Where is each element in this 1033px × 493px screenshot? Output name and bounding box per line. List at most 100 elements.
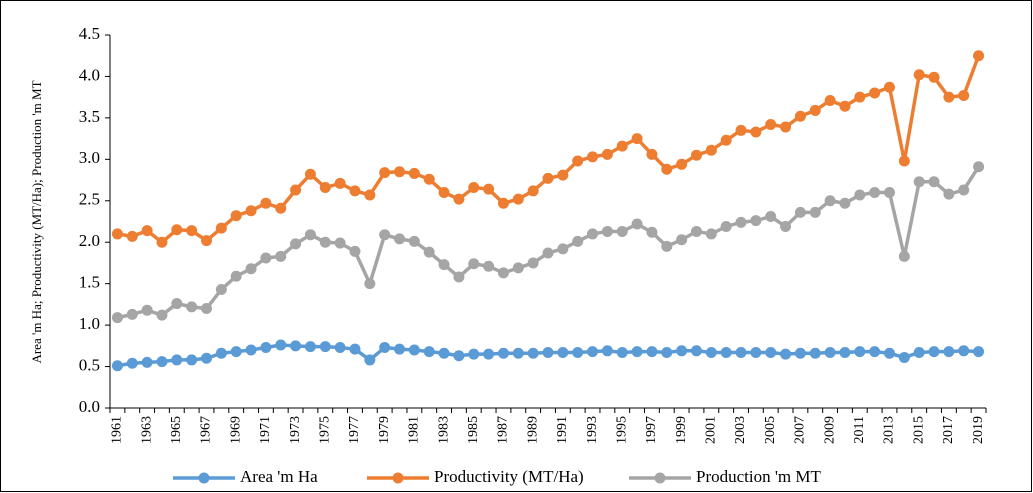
point <box>616 225 628 237</box>
point <box>883 186 895 198</box>
point <box>497 197 509 209</box>
point <box>304 229 316 241</box>
point <box>290 184 302 196</box>
point <box>497 267 509 279</box>
point <box>587 346 599 358</box>
point <box>780 121 792 133</box>
point <box>408 235 420 247</box>
point <box>245 263 257 275</box>
legend-label: Production 'm MT <box>696 467 822 486</box>
point <box>379 341 391 353</box>
y-tick-label: 3.5 <box>79 107 100 126</box>
point <box>616 140 628 152</box>
point <box>260 252 272 264</box>
point <box>260 341 272 353</box>
point <box>958 345 970 357</box>
point <box>171 298 183 310</box>
point <box>928 346 940 358</box>
point <box>379 167 391 179</box>
point <box>483 260 495 272</box>
point <box>943 91 955 103</box>
point <box>735 124 747 136</box>
x-tick-label: 1985 <box>466 416 481 444</box>
point <box>453 350 465 362</box>
legend-label: Productivity (MT/Ha) <box>434 467 584 486</box>
x-tick-label: 1993 <box>585 416 600 444</box>
point <box>839 346 851 358</box>
point <box>438 347 450 359</box>
point <box>557 169 569 181</box>
point <box>542 346 554 358</box>
x-tick-label: 1965 <box>169 416 184 444</box>
point <box>215 222 227 234</box>
point <box>869 87 881 99</box>
point <box>587 151 599 163</box>
x-tick-label: 1991 <box>555 416 570 444</box>
x-tick-label: 2007 <box>793 416 808 444</box>
point <box>423 173 435 185</box>
point <box>898 155 910 167</box>
point <box>661 163 673 175</box>
point <box>423 246 435 258</box>
point <box>735 346 747 358</box>
point <box>230 210 242 222</box>
point <box>201 352 213 364</box>
point <box>676 158 688 170</box>
point <box>661 346 673 358</box>
point <box>364 278 376 290</box>
point <box>943 188 955 200</box>
point <box>809 206 821 218</box>
point <box>141 225 153 237</box>
point <box>869 186 881 198</box>
point <box>542 247 554 259</box>
y-tick-label: 3.0 <box>79 148 100 167</box>
point <box>245 205 257 217</box>
point <box>572 155 584 167</box>
point <box>898 351 910 363</box>
x-tick-label: 1983 <box>436 416 451 444</box>
point <box>765 211 777 223</box>
point <box>943 346 955 358</box>
point <box>794 347 806 359</box>
point <box>126 308 138 320</box>
point <box>898 250 910 262</box>
point <box>438 186 450 198</box>
x-tick-label: 2005 <box>763 416 778 444</box>
point <box>468 348 480 360</box>
point <box>973 50 985 62</box>
y-tick-label: 0.0 <box>79 397 100 416</box>
y-tick-label: 1.0 <box>79 314 100 333</box>
point <box>646 148 658 160</box>
point <box>512 262 524 274</box>
point <box>616 346 628 358</box>
point <box>201 303 213 315</box>
point <box>794 206 806 218</box>
x-tick-label: 1961 <box>110 416 125 444</box>
point <box>156 309 168 321</box>
point <box>141 356 153 368</box>
point <box>483 348 495 360</box>
point <box>334 341 346 353</box>
point <box>765 119 777 131</box>
point <box>275 250 287 262</box>
point <box>201 235 213 247</box>
point <box>794 110 806 122</box>
point <box>141 304 153 316</box>
point <box>705 346 717 358</box>
point <box>364 189 376 201</box>
x-tick-label: 2019 <box>971 416 986 444</box>
point <box>171 354 183 366</box>
point <box>111 312 123 324</box>
x-tick-label: 1981 <box>407 416 422 444</box>
point <box>646 346 658 358</box>
point <box>275 339 287 351</box>
x-tick-label: 1967 <box>199 416 214 444</box>
point <box>156 356 168 368</box>
point <box>690 149 702 161</box>
x-tick-label: 1987 <box>496 416 511 444</box>
y-tick-label: 4.0 <box>79 65 100 84</box>
point <box>973 161 985 173</box>
x-tick-label: 1977 <box>347 416 362 444</box>
point <box>765 346 777 358</box>
